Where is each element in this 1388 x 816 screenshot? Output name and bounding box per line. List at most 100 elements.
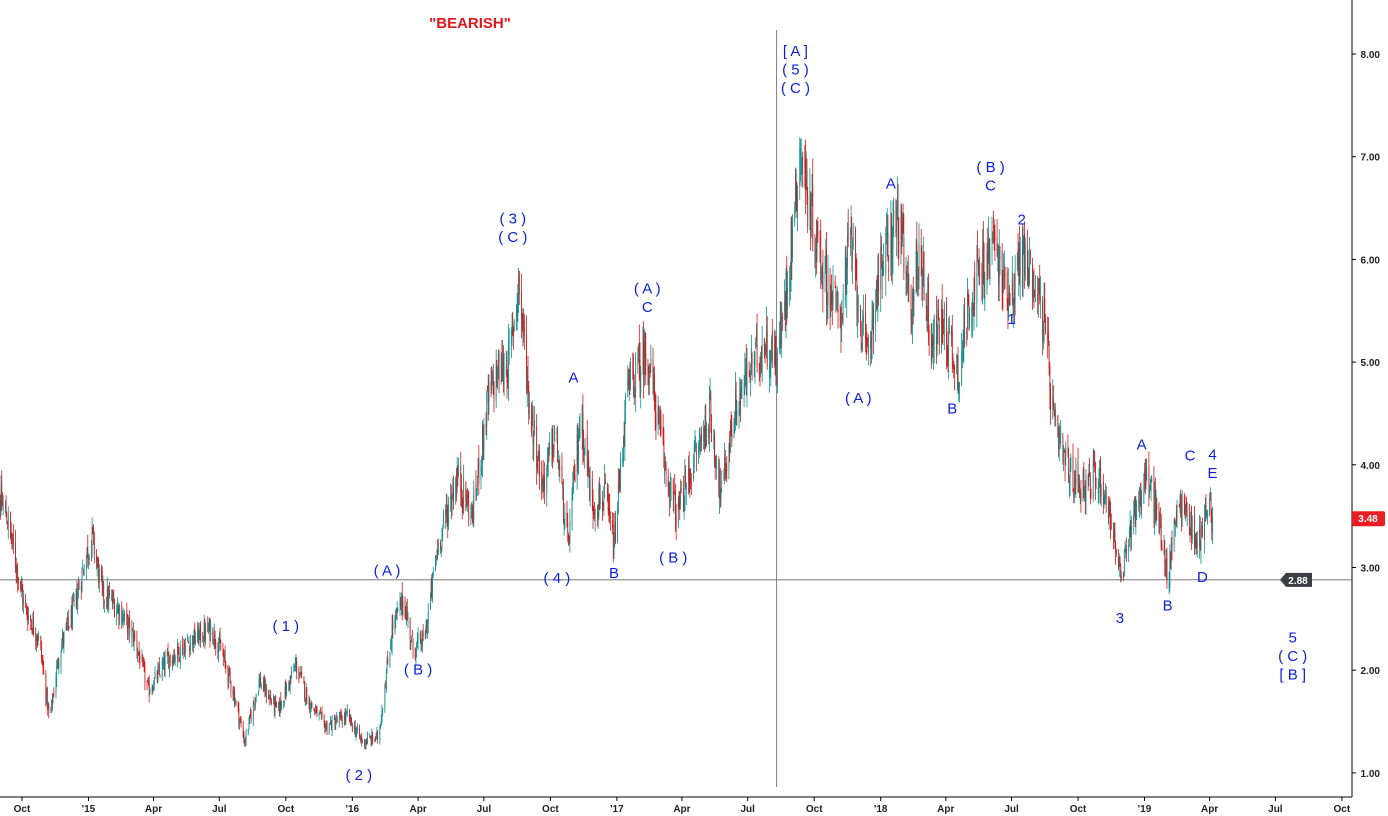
candle-down [1123,571,1124,582]
candle-body [596,514,598,516]
candle-body [907,272,908,277]
candle-body [263,683,264,690]
candle-body [16,565,18,572]
candle-body [450,496,452,500]
candle-down [21,578,23,592]
candle-up [653,367,655,401]
candle-down [926,305,928,331]
candle-down [1084,480,1086,515]
candle-body [245,732,247,742]
candle-up [476,475,478,496]
candle-up [852,223,854,251]
candle-down [230,680,232,698]
wave-label: B [947,400,957,417]
candle-down [912,276,914,325]
candle-down [372,731,373,745]
candle-down [644,331,646,376]
candle-body [222,651,224,656]
candle-down [194,622,196,645]
candle-body [142,659,144,661]
wave-label: A [569,370,579,387]
candle-body [850,228,852,233]
candle-body [826,304,828,309]
candle-body [440,542,441,550]
candle-down [321,706,323,720]
candle-up [745,358,746,387]
candle-body [1048,344,1050,368]
candle-down [891,212,892,282]
candle-body [831,293,832,305]
candle-down [359,724,360,740]
candle-down [15,557,17,584]
candle-body [122,614,124,623]
candle-down [445,493,447,524]
candle-body [573,471,574,480]
candle-down [184,639,186,657]
candle-up [1200,539,1202,564]
candle-down [758,363,760,382]
candle-up [102,575,104,597]
candle-up [790,215,792,292]
candle-body [508,348,510,350]
candle-body [844,255,846,302]
candle-body [1033,288,1035,292]
candle-body [633,381,635,398]
candle-down [80,581,82,600]
candle-up [463,464,465,515]
wave-label: ( A ) [374,563,401,580]
candle-up [56,659,58,688]
candle-body [1170,551,1171,564]
candle-body [38,633,40,640]
candle-down [870,330,872,364]
candle-down [174,648,175,664]
candle-body [382,708,384,710]
candle-down [30,614,32,631]
candle-up [244,736,246,747]
candle-body [1092,463,1094,498]
candle-body [505,365,507,375]
candle-down [41,655,43,666]
candle-body [582,411,584,448]
candle-body [214,633,216,644]
candle-body [593,510,595,515]
candle-body [397,609,399,612]
x-tick-label: '17 [610,804,624,815]
candle-down [1007,297,1009,330]
candle-up [1128,526,1130,548]
candle-body [655,411,657,428]
candle-body [1175,518,1177,522]
candle-body [67,616,68,625]
candle-body [53,693,55,696]
candle-body [1205,504,1207,516]
candle-body [912,286,914,310]
candle-up [106,577,108,613]
candle-body [791,220,793,256]
candle-body [643,340,645,385]
wave-label-group: 5( C )[ B ] [1278,629,1307,683]
candle-up [234,697,236,706]
candle-down [536,413,538,485]
candle-down [278,697,280,717]
candle-down [804,145,806,189]
candle-down [15,529,16,573]
candle-up [1070,453,1072,472]
candle-down [865,324,867,361]
candle-down [457,465,459,487]
candle-body [457,469,459,479]
candle-body [343,715,345,724]
candle-body [769,364,771,373]
candle-body [257,690,259,695]
candle-body [933,315,935,345]
candle-up [197,621,199,643]
candle-up [192,634,193,652]
candle-body [834,281,836,285]
candle-down [1068,448,1070,484]
candle-body [1037,285,1039,296]
candle-down [1105,485,1107,513]
candle-body [695,449,697,450]
candle-body [771,331,773,365]
candle-body [855,228,856,268]
candle-down [1183,492,1185,515]
candle-body [810,208,812,234]
candle-down [822,249,824,313]
